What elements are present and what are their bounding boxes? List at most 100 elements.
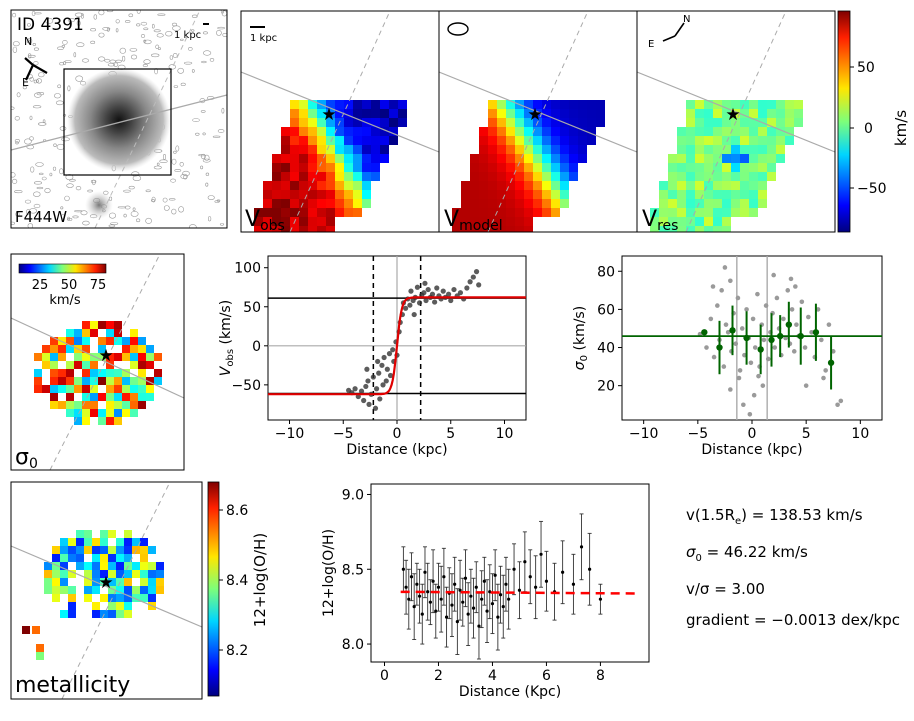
svg-text:8.6: 8.6 [226,503,248,519]
metal-cbar-label: 12+log(O/H) [251,533,269,627]
beam-ellipse-icon [447,22,469,36]
metal-point [523,560,527,564]
rc-point [370,374,376,380]
binned-point [716,344,723,351]
sigma-point [803,383,809,388]
x-tick-label: −10 [275,426,305,442]
sigma-point [826,322,832,327]
metal-point [431,579,435,583]
sigma-point [765,356,771,362]
scbar-tick: 50 [61,278,78,293]
sigma-point [823,368,828,373]
metal-point [561,570,565,574]
vobs-panel: ★ 1 kpc Vobs [240,10,440,234]
rc-point [467,279,473,285]
y-tick-label: −50 [231,378,261,394]
sigma-point [723,322,729,327]
y-tick-label: 20 [597,379,615,395]
vcbar-tick: −50 [857,181,887,197]
metallicity-map-panel: ★ metallicity [10,481,203,700]
metal-point [588,567,592,571]
binned-point [743,334,750,342]
sigma-point [761,337,767,343]
x-tick-label: 10 [851,426,869,442]
metal-point [428,600,432,604]
sigma-point [799,299,805,305]
rc-point [446,291,452,297]
sigma-point [751,392,757,398]
sigma-point [711,354,717,360]
x-tick-label: 5 [446,426,455,442]
metal-point [485,609,489,613]
rc-point [380,382,386,388]
stat-vrot: v(1.5Re) = 138.53 km/s [686,506,863,527]
sigma-point [789,307,795,312]
rc-point [416,300,423,306]
minor-axis-line [94,10,201,228]
x-tick-label: 0 [748,426,757,442]
rc-point [373,386,380,392]
y-tick-label: 60 [597,302,615,318]
sigma-point [756,373,761,379]
center-star-icon: ★ [98,346,113,366]
binned-point [729,327,736,334]
binned-point [785,321,793,328]
metal-point [417,594,422,598]
metal-point [463,576,468,580]
sigma-point [760,383,766,388]
x-tick-label: 0 [380,668,389,684]
vobs-label: Vobs [245,207,285,234]
metal-point [490,602,495,606]
vcbar-label: km/s [892,110,910,146]
metal-point [477,624,481,628]
metal-point [501,605,505,609]
y-axis-label: Vobs (km/s) [218,300,236,376]
sigma-point [835,402,840,408]
binned-point [768,336,775,344]
metal-point [412,605,416,609]
rc-point [425,286,431,293]
x-tick-label: 10 [496,426,514,442]
binned-point [776,332,784,340]
metal-point [493,573,497,577]
y-tick-label: 50 [243,300,261,316]
y-tick-label: 40 [597,341,615,357]
rc-point [366,401,372,407]
ifu-footprint-box [63,68,172,176]
metal-map-label: metallicity [15,673,130,698]
metal-point [461,600,465,604]
sigma-point [815,307,821,312]
metal-point [539,552,543,556]
stat-sigma: σ0 = 46.22 km/s [686,543,808,564]
rc-point [476,282,482,288]
sigma-point [763,303,769,308]
sigma-point [704,345,709,350]
metal-point [401,567,405,571]
metal-point [598,597,603,601]
sigma-point [735,295,741,301]
x-tick-label: −5 [333,426,354,442]
sigma-point [793,284,798,289]
sigma-point [721,364,727,369]
rc-point [411,311,417,318]
sigma-point [719,288,724,293]
sigma-point [725,329,731,335]
rc-point [361,397,367,404]
rc-point [387,372,394,379]
sigma-point [728,387,733,392]
metal-point [439,597,443,601]
rc-point [457,290,464,296]
sigma-point [715,303,720,308]
metal-point [434,609,438,613]
x-axis-label: Distance (kpc) [701,442,802,458]
metal-point [455,620,459,624]
rc-point [421,290,427,296]
rc-point [408,288,414,294]
binned-point [757,346,764,353]
rc-point [423,297,429,304]
compass-icon: N E [22,35,48,89]
sigma-point [733,341,739,347]
y-axis-label: 12+log(O/H) [321,529,337,617]
metal-point [466,612,470,616]
